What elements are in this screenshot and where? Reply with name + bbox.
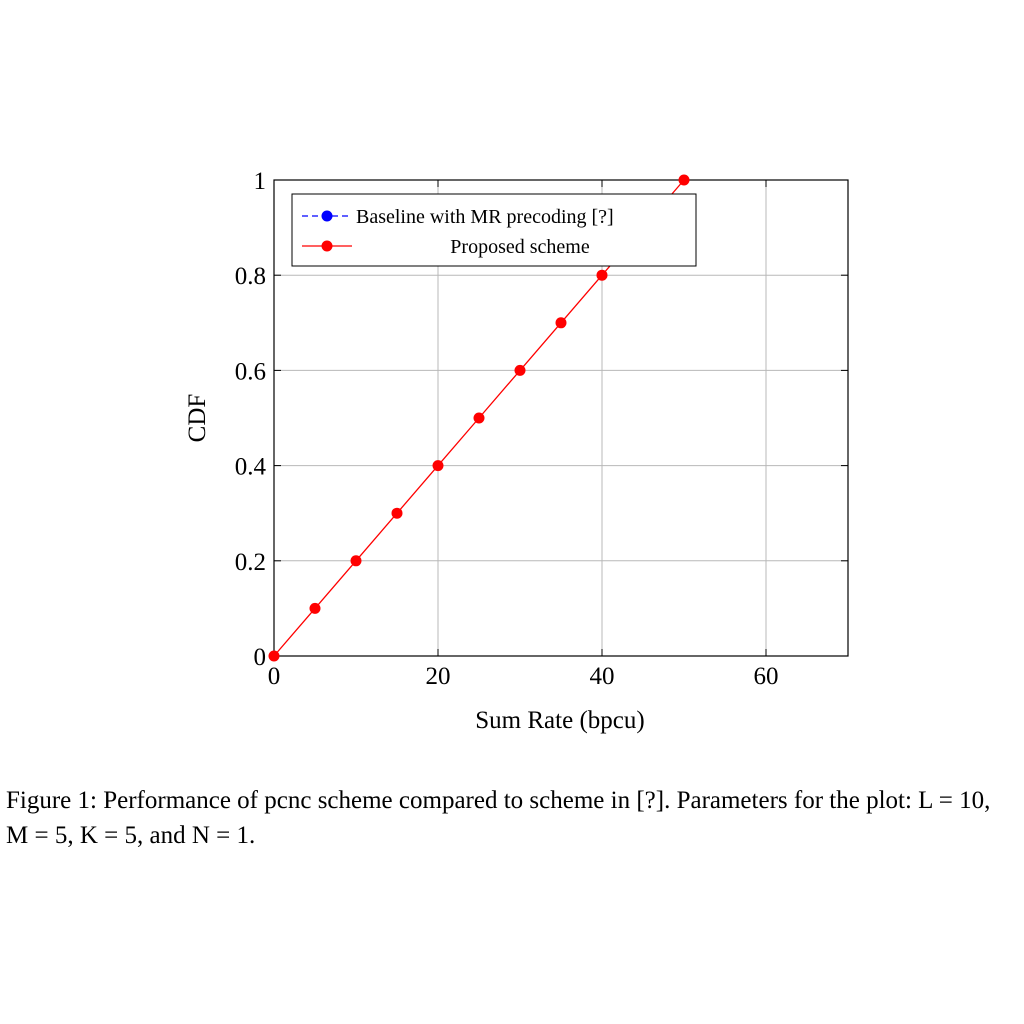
- data-point: [678, 174, 690, 186]
- cdf-line-chart: 0 20 40 60 0 0.2 0.4 0.6 0.8 1 Sum Rate (bpcu) CD…: [184, 168, 849, 734]
- legend: Baseline with MR precoding [?] Proposed s…: [291, 193, 697, 267]
- x-tick-label: 20: [426, 663, 451, 690]
- y-tick-label: 0.6: [235, 358, 266, 385]
- x-tick-label: 40: [590, 663, 615, 690]
- data-point: [555, 317, 567, 329]
- legend-label-1: Proposed scheme: [450, 236, 590, 258]
- y-tick-label: 0.4: [235, 454, 267, 481]
- x-tick-label: 60: [754, 663, 779, 690]
- data-point: [596, 269, 608, 281]
- axis-ticks: [273, 179, 848, 657]
- data-point: [432, 460, 444, 472]
- legend-swatch-marker-1: [321, 240, 333, 252]
- caption-text: Figure 1: Performance of pcnc scheme com…: [6, 787, 991, 849]
- data-point: [473, 412, 485, 424]
- data-point: [268, 650, 280, 662]
- legend-box: [291, 193, 697, 267]
- legend-swatch-marker-0: [321, 210, 333, 222]
- legend-label-0: Baseline with MR precoding [?]: [356, 206, 614, 228]
- data-point: [350, 555, 362, 567]
- x-axis-label: Sum Rate (bpcu): [475, 707, 644, 734]
- y-tick-label: 0.8: [235, 263, 266, 290]
- y-tick-label: 1: [254, 168, 267, 195]
- data-point: [514, 364, 526, 376]
- y-tick-label: 0: [254, 644, 267, 671]
- x-tick-label: 0: [268, 663, 281, 690]
- data-point: [309, 602, 321, 614]
- figure-caption: Figure 1: Performance of pcnc scheme com…: [6, 783, 1018, 853]
- data-point: [391, 507, 403, 519]
- y-tick-label: 0.2: [235, 549, 266, 576]
- y-axis-label: CDF: [184, 394, 211, 443]
- plot-frame: [273, 179, 849, 657]
- tick-labels: 0 20 40 60 0 0.2 0.4 0.6 0.8 1: [235, 168, 779, 690]
